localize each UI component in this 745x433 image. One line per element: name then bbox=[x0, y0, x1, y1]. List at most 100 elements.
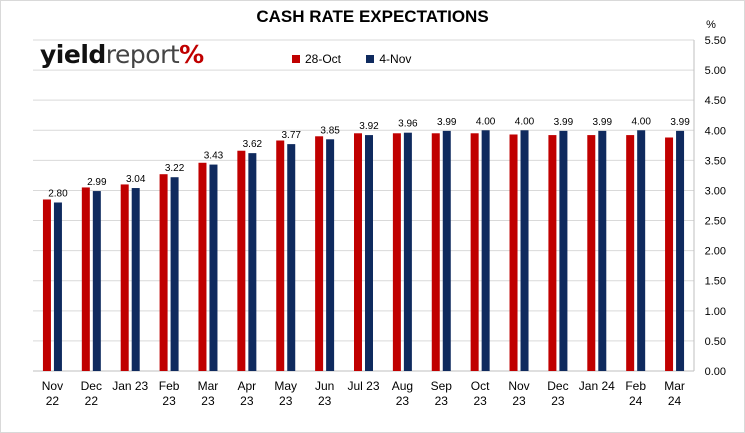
bar-4-nov-4 bbox=[209, 164, 218, 371]
bar-4-nov-6 bbox=[287, 144, 296, 371]
x-tick-label-2: Jan 23 bbox=[112, 379, 148, 393]
y-axis-unit: % bbox=[706, 19, 716, 31]
x-tick-label-1: Dec 22 bbox=[81, 379, 102, 408]
bar-4-nov-8 bbox=[365, 135, 373, 371]
bar-28-oct-16 bbox=[665, 137, 674, 371]
data-label-10: 3.99 bbox=[437, 117, 457, 128]
y-tick-label-1: 0.50 bbox=[705, 336, 726, 348]
logo-part-percent: % bbox=[179, 40, 204, 69]
x-tick-label-line: 23 bbox=[318, 394, 332, 408]
y-tick-label-0: 0.00 bbox=[705, 366, 726, 378]
x-tick-label-14: Jan 24 bbox=[579, 379, 615, 393]
legend-swatch-28-oct bbox=[292, 55, 300, 63]
y-tick-label-5: 2.50 bbox=[705, 216, 726, 228]
x-tick-label-line: 23 bbox=[512, 394, 526, 408]
x-tick-label-line: Jan 23 bbox=[112, 379, 148, 393]
x-tick-label-line: Dec bbox=[81, 379, 102, 393]
legend: 28-Oct 4-Nov bbox=[292, 52, 433, 66]
x-tick-label-0: Nov 22 bbox=[42, 379, 63, 408]
x-tick-label-line: Mar bbox=[198, 379, 219, 393]
data-label-16: 3.99 bbox=[670, 117, 690, 128]
x-tick-label-line: 23 bbox=[279, 394, 293, 408]
bar-4-nov-1 bbox=[92, 191, 101, 371]
x-tick-label-9: Aug 23 bbox=[392, 379, 413, 408]
bar-28-oct-13 bbox=[548, 135, 557, 371]
y-tick-label-9: 4.50 bbox=[705, 95, 726, 107]
x-tick-label-16: Mar 24 bbox=[664, 379, 685, 408]
data-label-5: 3.62 bbox=[243, 139, 263, 150]
x-tick-label-line: Nov bbox=[508, 379, 529, 393]
data-label-3: 3.22 bbox=[165, 163, 185, 174]
x-tick-label-line: 24 bbox=[668, 394, 682, 408]
bar-28-oct-8 bbox=[354, 133, 362, 371]
bar-28-oct-1 bbox=[81, 187, 90, 371]
data-label-1: 2.99 bbox=[87, 177, 107, 188]
legend-item-4-nov: 4-Nov bbox=[366, 52, 411, 66]
x-tick-label-15: Feb 24 bbox=[625, 379, 646, 408]
y-tick-label-11: 5.50 bbox=[705, 35, 726, 47]
x-tick-label-7: Jun 23 bbox=[315, 379, 334, 408]
logo-part-report: report bbox=[105, 40, 180, 69]
x-tick-label-5: Apr 23 bbox=[238, 379, 257, 408]
x-tick-label-line: Aug bbox=[392, 379, 413, 393]
bar-28-oct-0 bbox=[42, 199, 51, 371]
x-tick-label-line: Sep bbox=[431, 379, 453, 393]
x-tick-label-8: Jul 23 bbox=[347, 379, 379, 393]
bar-4-nov-5 bbox=[248, 153, 257, 371]
x-tick-label-line: 23 bbox=[435, 394, 449, 408]
bar-28-oct-5 bbox=[237, 150, 246, 371]
data-label-2: 3.04 bbox=[126, 174, 146, 185]
x-tick-label-line: 23 bbox=[162, 394, 176, 408]
chart-title: CASH RATE EXPECTATIONS bbox=[256, 7, 489, 26]
x-tick-label-line: Dec bbox=[547, 379, 568, 393]
y-tick-label-2: 1.00 bbox=[705, 306, 726, 318]
x-tick-label-line: Jan 24 bbox=[579, 379, 615, 393]
x-tick-label-line: Nov bbox=[42, 379, 63, 393]
data-label-12: 4.00 bbox=[515, 116, 535, 127]
x-tick-label-line: Feb bbox=[159, 379, 180, 393]
y-tick-label-4: 2.00 bbox=[705, 246, 726, 258]
bar-28-oct-2 bbox=[120, 184, 129, 371]
x-tick-label-line: May bbox=[274, 379, 297, 393]
legend-item-28-oct: 28-Oct bbox=[292, 52, 341, 66]
data-label-8: 3.92 bbox=[359, 121, 379, 132]
bar-4-nov-0 bbox=[53, 202, 62, 371]
bar-28-oct-9 bbox=[392, 133, 401, 371]
x-tick-label-line: Mar bbox=[664, 379, 685, 393]
bar-28-oct-12 bbox=[509, 134, 518, 371]
x-tick-label-line: Feb bbox=[625, 379, 646, 393]
x-tick-label-line: 23 bbox=[201, 394, 215, 408]
x-tick-label-10: Sep 23 bbox=[431, 379, 453, 408]
data-label-4: 3.43 bbox=[204, 151, 224, 162]
bar-4-nov-10 bbox=[442, 130, 451, 371]
logo-part-yield: yield bbox=[40, 40, 106, 69]
bar-4-nov-15 bbox=[637, 130, 646, 371]
x-tick-label-line: Jul 23 bbox=[347, 379, 379, 393]
data-label-15: 4.00 bbox=[631, 116, 651, 127]
bar-28-oct-7 bbox=[315, 136, 324, 371]
y-tick-label-8: 4.00 bbox=[705, 125, 726, 137]
bar-28-oct-11 bbox=[470, 133, 479, 371]
y-tick-label-10: 5.00 bbox=[705, 65, 726, 77]
data-label-6: 3.77 bbox=[282, 130, 302, 141]
x-tick-label-line: 24 bbox=[629, 394, 643, 408]
bar-4-nov-2 bbox=[131, 188, 140, 371]
legend-label-4-nov: 4-Nov bbox=[379, 52, 412, 66]
bar-28-oct-3 bbox=[159, 174, 168, 371]
legend-swatch-4-nov bbox=[366, 55, 375, 63]
bar-28-oct-4 bbox=[198, 162, 207, 371]
x-tick-label-line: 23 bbox=[551, 394, 565, 408]
data-label-13: 3.99 bbox=[554, 117, 574, 128]
bar-28-oct-10 bbox=[431, 133, 440, 371]
yieldreport-logo: yieldreport% bbox=[40, 40, 204, 74]
x-tick-label-line: 23 bbox=[473, 394, 487, 408]
bar-28-oct-15 bbox=[626, 135, 635, 371]
bar-4-nov-7 bbox=[326, 139, 335, 371]
x-tick-label-line: 22 bbox=[85, 394, 99, 408]
x-tick-label-line: Apr bbox=[238, 379, 257, 393]
x-tick-label-12: Nov 23 bbox=[508, 379, 529, 408]
data-label-14: 3.99 bbox=[593, 117, 613, 128]
legend-label-28-oct: 28-Oct bbox=[305, 52, 342, 66]
data-label-9: 3.96 bbox=[398, 119, 418, 130]
